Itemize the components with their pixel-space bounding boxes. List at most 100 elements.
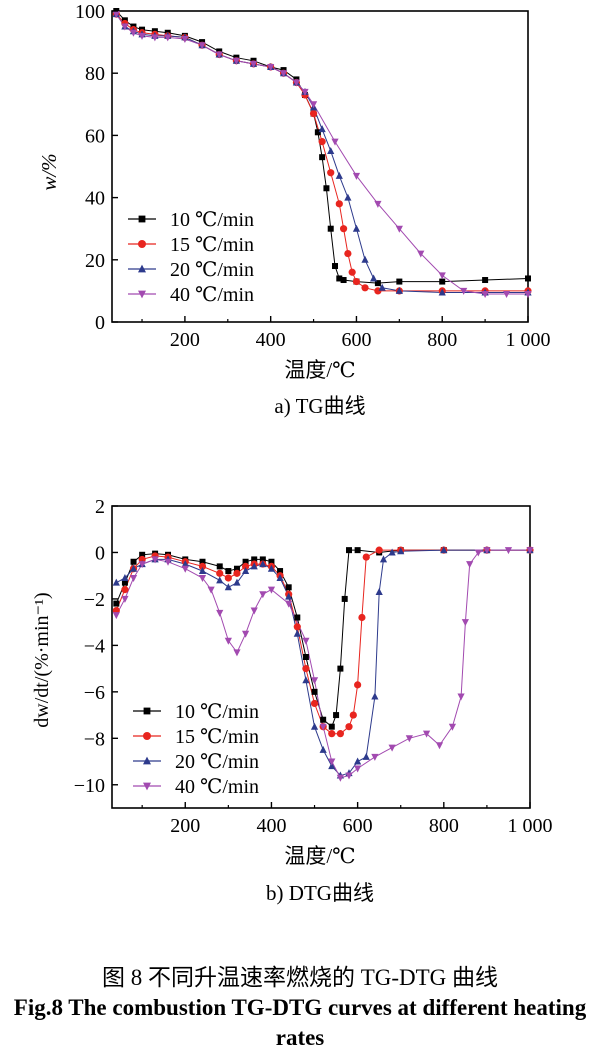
tg-xtick-label: 600 — [341, 329, 371, 351]
dtg-series-3-point — [405, 735, 413, 743]
tg-series-0-point — [439, 278, 446, 285]
dtg-series-1-point — [375, 546, 383, 554]
tg-series-3-point — [417, 250, 425, 258]
dtg-series-3-point — [457, 693, 465, 701]
dtg-series-3-point — [354, 765, 362, 773]
tg-series-2-point — [438, 288, 446, 296]
dtg-series-3-point — [474, 549, 482, 557]
dtg-series-3-point — [483, 547, 491, 555]
dtg-series-3-point — [267, 586, 276, 594]
dtg-xtick-label: 600 — [343, 815, 373, 837]
dtg-series-2-point — [440, 546, 448, 554]
dtg-series-0-point — [242, 558, 249, 565]
tg-series-3-point — [438, 272, 446, 280]
tg-series-3-point — [481, 291, 489, 299]
tg-xlabel: 温度/℃ — [284, 358, 355, 382]
dtg-series-0-point — [294, 614, 301, 621]
dtg-ylabel: dw/dt/(%·min⁻¹) — [31, 592, 53, 727]
dtg-series-2-point — [371, 692, 379, 700]
dtg-series-3-point — [388, 744, 396, 752]
dtg-series-1-point — [362, 553, 370, 561]
tg-legend-label-3: 40 ℃/min — [170, 284, 254, 306]
dtg-series-0-point — [113, 600, 120, 607]
dtg-legend-label-3: 40 ℃/min — [175, 776, 259, 798]
dtg-series-2-point — [375, 587, 383, 595]
tg-series-3-point — [309, 101, 318, 109]
tg-series-3-point — [502, 291, 511, 299]
dtg-series-3-point — [371, 753, 379, 761]
tg-series-3-point — [267, 63, 275, 71]
tg-xtick-label: 800 — [427, 329, 457, 351]
dtg-series-3-point — [216, 609, 224, 617]
dtg-series-3-point — [224, 637, 232, 645]
tg-series-1-point — [335, 200, 343, 208]
tg-legend-label-2: 20 ℃/min — [170, 259, 254, 281]
tg-series-0-point — [396, 278, 403, 285]
dtg-series-3-point — [345, 772, 353, 780]
dtg-series-2-point — [129, 564, 138, 572]
dtg-series-0-point — [341, 595, 348, 602]
tg-series-2-point — [344, 193, 352, 201]
dtg-series-3-point — [526, 547, 534, 555]
dtg-series-3-point — [198, 575, 207, 583]
dtg-series-3-point — [319, 723, 327, 731]
tg-ytick-label: 100 — [75, 1, 105, 23]
tg-series-1-point — [348, 268, 356, 276]
tg-xtick-label: 200 — [170, 329, 200, 351]
dtg-series-2-point — [293, 629, 301, 637]
dtg-series-3-point — [250, 607, 258, 615]
dtg-series-0-point — [337, 665, 344, 672]
dtg-series-0-point — [251, 556, 258, 563]
dtg-series-2-point — [388, 548, 396, 556]
dtg-series-0-point — [233, 565, 240, 572]
dtg-legend-marker-3 — [143, 782, 151, 791]
dtg-series-3-point — [241, 630, 250, 638]
dtg-series-3-point — [285, 600, 293, 608]
figure-caption-zh: 图 8 不同升温速率燃烧的 TG-DTG 曲线 — [101, 965, 499, 990]
dtg-series-1-point — [121, 586, 129, 594]
dtg-ytick-label: −4 — [84, 635, 105, 657]
dtg-series-3-point — [310, 677, 319, 685]
dtg-series-2-point — [276, 574, 284, 582]
dtg-series-3-point — [138, 561, 146, 569]
tg-series-3-point — [121, 23, 129, 31]
dtg-series-2-point — [397, 547, 405, 555]
dtg-legend-label-2: 20 ℃/min — [175, 751, 259, 773]
tg-series-0-point — [340, 277, 347, 284]
dtg-series-1-point — [354, 681, 362, 689]
dtg-series-3-point — [504, 547, 513, 555]
dtg-series-2-point — [112, 578, 120, 586]
tg-series-2-point — [352, 224, 361, 232]
tg-series-3-point — [460, 287, 468, 295]
tg-series-2-point — [318, 125, 326, 133]
dtg-series-0-point — [302, 654, 309, 660]
dtg-series-0-point — [130, 558, 137, 565]
dtg-series-1-point — [328, 730, 336, 738]
dtg-series-3-point — [121, 595, 129, 603]
dtg-series-3-point — [336, 774, 344, 782]
tg-series-0-point — [482, 277, 489, 284]
dtg-xtick-label: 400 — [256, 815, 286, 837]
tg-series-1-point — [309, 110, 318, 118]
dtg-series-0-point — [199, 558, 206, 565]
dtg-ytick-label: −8 — [84, 728, 105, 750]
tg-series-3-point — [138, 32, 146, 40]
tg-series-0-point — [327, 225, 334, 232]
dtg-legend-label-0: 10 ℃/min — [175, 701, 259, 723]
dtg-series-2-point — [362, 752, 370, 760]
dtg-xlabel: 温度/℃ — [284, 844, 355, 868]
tg-series-3-point — [198, 42, 206, 50]
dtg-series-3-point — [259, 591, 267, 599]
tg-ylabel: w/% — [37, 153, 61, 190]
dtg-series-3-point — [129, 575, 138, 583]
dtg-series-2-point — [241, 567, 250, 575]
dtg-series-2-point — [319, 745, 327, 753]
tg-series-3-point — [232, 57, 240, 65]
dtg-series-3-point — [422, 730, 431, 738]
dtg-series-0-point — [354, 547, 361, 554]
tg-series-3-point — [374, 200, 382, 208]
tg-series-0-point — [525, 275, 531, 282]
dtg-series-3-point — [466, 561, 474, 569]
dtg-series-0-point — [268, 558, 275, 565]
